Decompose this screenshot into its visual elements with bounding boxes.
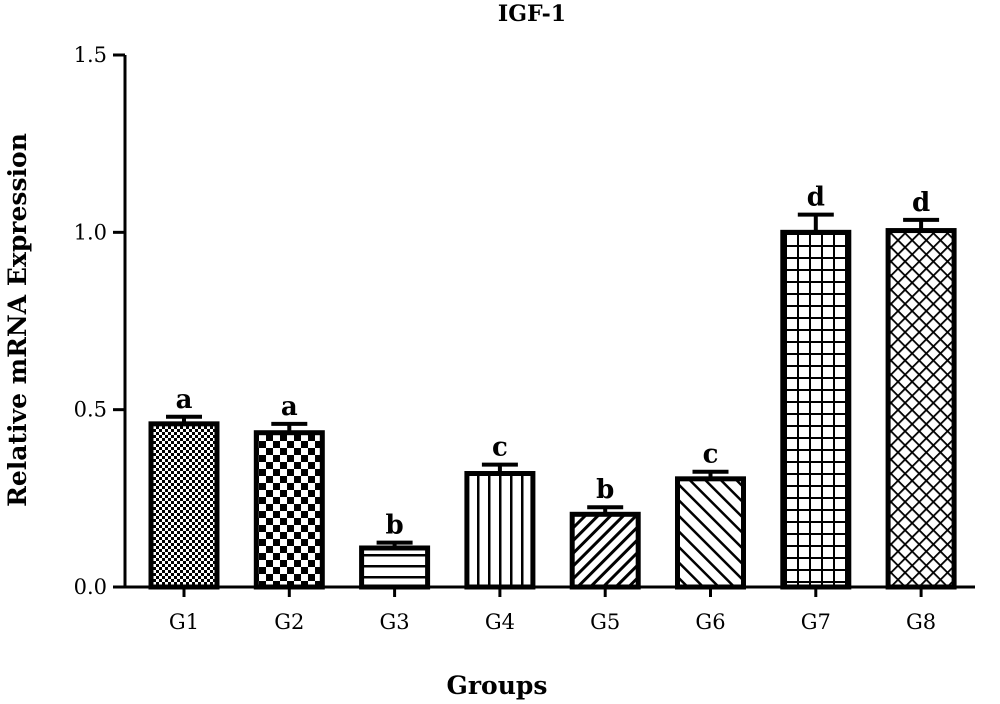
bar-g7	[780, 229, 852, 590]
significance-label: a	[176, 385, 193, 415]
x-tick-label: G4	[485, 610, 515, 634]
significance-label: b	[386, 511, 404, 541]
bar-group-g2: a	[253, 392, 325, 590]
x-axis-label: Groups	[447, 671, 548, 700]
bar-g6	[675, 476, 746, 590]
significance-label: d	[912, 188, 930, 218]
bar-group-g3: b	[359, 511, 431, 590]
bar-group-g8: d	[885, 188, 957, 590]
bar-g1	[148, 421, 220, 590]
x-tick-label: G3	[380, 610, 410, 634]
bar-group-g1: a	[148, 385, 220, 590]
significance-label: c	[703, 440, 719, 470]
x-tick-label: G1	[169, 610, 199, 634]
x-tick-label: G7	[801, 610, 831, 634]
chart-title: IGF-1	[498, 1, 566, 27]
bar-group-g7: d	[780, 183, 852, 590]
y-tick-label: 1.0	[74, 220, 107, 244]
bars-layer: a a b c b c d d	[148, 183, 957, 590]
bar-group-g6: c	[675, 440, 746, 590]
x-tick-label: G6	[695, 610, 725, 634]
y-tick-label: 1.5	[74, 43, 107, 67]
bar-g2	[253, 430, 325, 590]
bar-g3	[359, 545, 431, 590]
y-axis-label: Relative mRNA Expression	[3, 133, 32, 507]
y-tick-label: 0.0	[74, 575, 107, 599]
x-tick-label: G5	[590, 610, 620, 634]
bar-g5	[569, 511, 641, 590]
significance-label: d	[807, 183, 825, 213]
bar-group-g5: b	[569, 475, 641, 590]
bar-g8	[885, 228, 957, 590]
significance-label: a	[281, 392, 298, 422]
bar-group-g4: c	[464, 433, 536, 590]
significance-label: c	[492, 433, 508, 463]
axes-layer: G1 G2 G3 G4 G5 G6 G7 G8 0.0 0.5 1.0 1.5	[74, 43, 975, 634]
x-tick-label: G2	[274, 610, 304, 634]
y-tick-label: 0.5	[74, 398, 107, 422]
significance-label: b	[596, 475, 614, 505]
bar-g4	[464, 471, 536, 590]
x-tick-label: G8	[906, 610, 936, 634]
